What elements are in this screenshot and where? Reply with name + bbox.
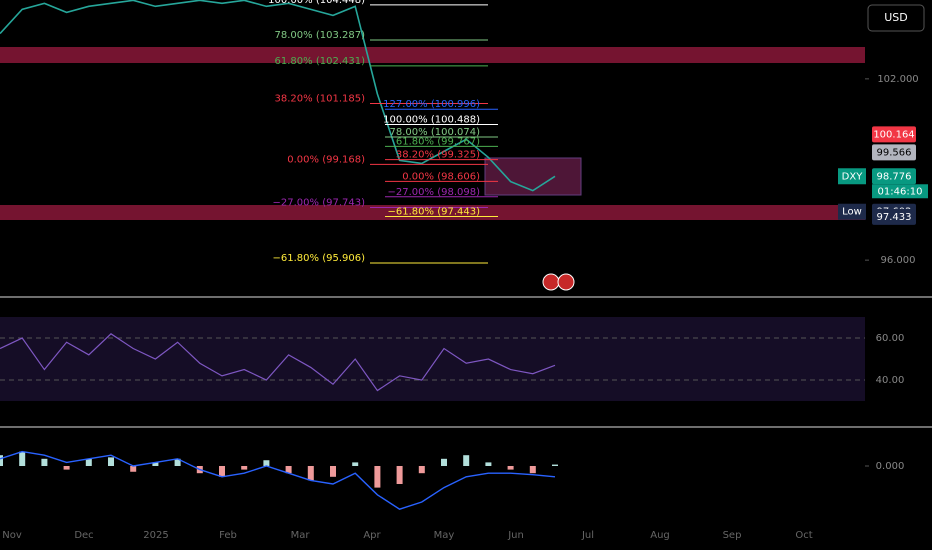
macd-histogram-bar: [352, 462, 359, 466]
position-box: [484, 157, 582, 196]
y-tick-label: 102.000: [877, 74, 918, 85]
price-tag: [872, 208, 916, 225]
macd-histogram-bar: [19, 451, 26, 466]
macd-histogram-bar: [396, 466, 403, 484]
macd-histogram-bar: [0, 455, 3, 466]
price-tag: [872, 144, 916, 161]
x-tick-label: Jul: [581, 530, 594, 541]
macd-histogram-bar: [307, 466, 314, 481]
x-tick-label: Nov: [2, 530, 22, 541]
macd-histogram-bar: [285, 466, 292, 474]
price-tag-label: 98.776: [877, 171, 912, 182]
price-line: [0, 0, 556, 192]
fib-label: 0.00% (98.606): [402, 171, 480, 182]
macd-histogram-bar: [330, 466, 336, 477]
fib-label: 127.00% (100.996): [383, 99, 480, 110]
price-tag: [872, 126, 916, 143]
macd-histogram-bar: [485, 462, 492, 466]
resistance-zone: [0, 47, 865, 63]
macd-line: [0, 450, 556, 510]
macd-histogram-bar: [174, 458, 181, 466]
y-tick-label: 60.00: [876, 333, 905, 344]
low-tag-label: Low: [842, 207, 862, 218]
macd-histogram-bar: [552, 464, 558, 466]
fib-label: 38.20% (99.325): [396, 150, 480, 161]
x-tick-label: 2025: [143, 530, 168, 541]
macd-histogram-bar: [130, 466, 137, 472]
fib-label: −27.00% (98.098): [388, 187, 481, 198]
macd-histogram-bar: [463, 455, 470, 466]
price-tag-label: 99.566: [877, 147, 912, 158]
macd-histogram-bar: [219, 466, 225, 477]
price-tag: [872, 168, 916, 185]
fib-label: −27.00% (97.743): [273, 197, 366, 208]
fib-label: −61.80% (95.906): [273, 253, 366, 264]
event-icon[interactable]: [542, 273, 560, 291]
fib-label: 78.00% (103.287): [275, 30, 366, 41]
x-tick-label: Mar: [291, 530, 311, 541]
macd-histogram-bar: [85, 458, 92, 466]
price-tag-label: 97.433: [877, 212, 912, 223]
fib-label: 61.80% (102.431): [275, 56, 366, 67]
macd-histogram-bar: [529, 466, 536, 474]
support-zone: [0, 205, 865, 220]
fib-label: −61.80% (97.443): [388, 207, 481, 218]
currency-button[interactable]: [867, 4, 925, 32]
macd-histogram-bar: [152, 462, 159, 466]
macd-histogram-bar: [41, 458, 48, 466]
macd-histogram-bar: [108, 457, 114, 466]
fib-label: 0.00% (99.168): [287, 154, 365, 165]
rsi-line: [0, 333, 556, 392]
macd-histogram-bar: [63, 466, 70, 470]
macd-histogram-bar: [418, 466, 425, 474]
macd-histogram-bar: [507, 466, 514, 470]
macd-histogram-bar: [241, 466, 248, 470]
low-tag: [838, 203, 866, 220]
symbol-tag: [838, 168, 866, 185]
x-tick-label: May: [434, 530, 455, 541]
fib-label: 78.00% (100.074): [390, 127, 481, 138]
symbol-tag-label: DXY: [842, 171, 864, 182]
x-tick-label: Oct: [795, 530, 812, 541]
fib-label: 100.00% (100.488): [383, 115, 480, 126]
x-tick-label: Jun: [507, 530, 524, 541]
countdown-box: [872, 184, 928, 199]
x-tick-label: Apr: [363, 530, 381, 541]
event-icon[interactable]: [557, 273, 575, 291]
x-tick-label: Aug: [650, 530, 670, 541]
price-tag-label: 100.164: [873, 129, 914, 140]
y-tick-label: 40.00: [876, 375, 905, 386]
macd-histogram-bar: [263, 460, 270, 466]
x-tick-label: Sep: [723, 530, 742, 541]
macd-histogram-bar: [374, 466, 381, 488]
fib-label: 61.80% (99.767): [396, 136, 480, 147]
y-tick-label: 96.000: [881, 255, 916, 266]
currency-label[interactable]: USD: [884, 11, 908, 24]
fib-label: 38.20% (101.185): [275, 93, 366, 104]
macd-histogram-bar: [441, 458, 447, 466]
x-tick-label: Dec: [74, 530, 93, 541]
fib-label: 100.00% (104.448): [268, 0, 365, 6]
x-tick-label: Feb: [219, 530, 237, 541]
rsi-band: [0, 317, 865, 401]
y-tick-label: 0.000: [876, 461, 905, 472]
countdown-label: 01:46:10: [878, 186, 923, 197]
